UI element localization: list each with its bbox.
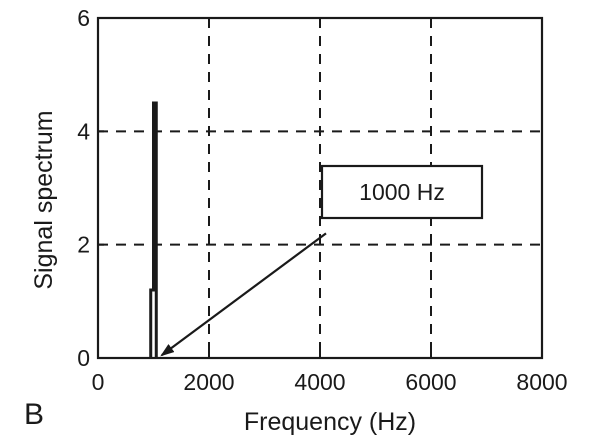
panel-label: B [24,398,44,431]
tick-labels: 0 2000 4000 6000 8000 0 2 4 6 [77,5,567,395]
annotation-label: 1000 Hz [359,179,445,205]
y-tick-label: 0 [77,345,90,371]
annotation-box [320,164,484,220]
spectrum-peak-line [149,101,158,358]
x-tick-label: 0 [92,369,105,395]
annotation: 1000 Hz [160,164,484,357]
y-tick-label: 2 [77,232,90,258]
x-tick-label: 2000 [183,369,234,395]
x-axis-label: Frequency (Hz) [244,408,416,436]
x-tick-label: 6000 [405,369,456,395]
x-tick-label: 4000 [294,369,345,395]
y-tick-label: 4 [77,118,90,144]
y-axis-label: Signal spectrum [30,110,58,289]
y-tick-label: 6 [77,5,90,31]
annotation-arrow [160,232,327,357]
x-tick-label: 8000 [516,369,567,395]
series-layer [149,101,158,358]
